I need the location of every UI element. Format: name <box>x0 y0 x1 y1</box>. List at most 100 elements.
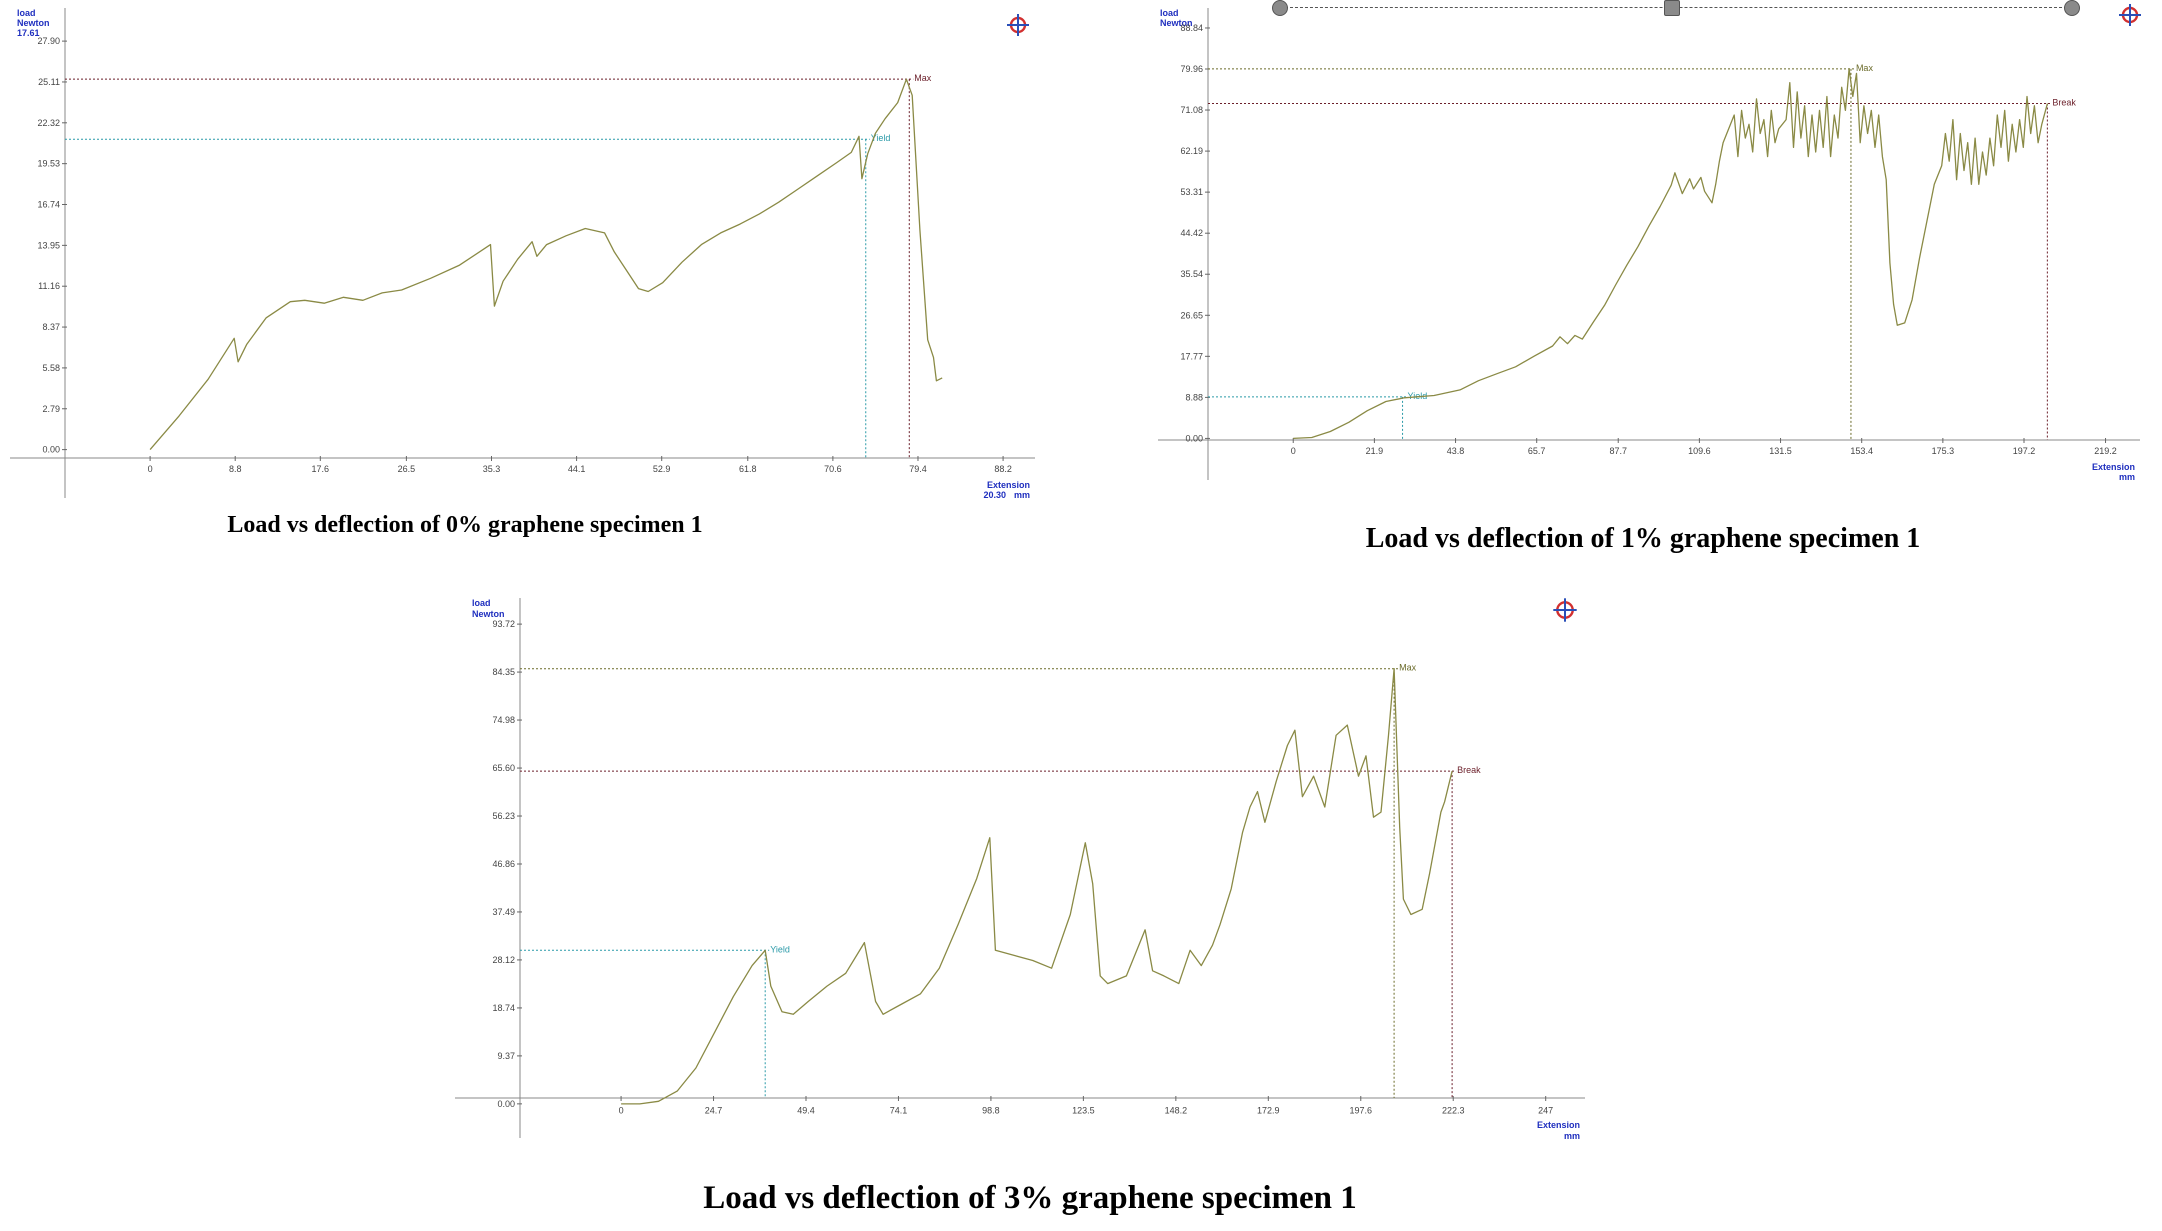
y-tick-label: 9.37 <box>497 1051 515 1061</box>
x-tick-label: 197.2 <box>2013 446 2036 456</box>
target-crosshair-icon <box>1553 598 1577 622</box>
chart-0-title: Load vs deflection of 0% graphene specim… <box>227 512 703 538</box>
x-tick-label: 49.4 <box>797 1105 815 1115</box>
y-tick-label: 19.53 <box>37 159 60 169</box>
y-tick-label: 2.79 <box>42 404 60 414</box>
y-tick-label: 65.60 <box>492 763 515 773</box>
chart-2-title: Load vs deflection of 3% graphene specim… <box>703 1180 1357 1216</box>
x-tick-label: 26.5 <box>398 464 416 474</box>
x-axis-label-part: Extension <box>2092 462 2135 472</box>
chart-1-plot: load Newton 0.00 8.88 17.77 26.65 35.54 44.42 53… <box>1158 4 2141 482</box>
y-tick-label: 62.19 <box>1180 146 1203 156</box>
x-tick-label: 0 <box>619 1105 624 1115</box>
chart-1-title: Load vs deflection of 1% graphene specim… <box>1365 523 1921 554</box>
x-tick-label: 222.3 <box>1442 1105 1465 1115</box>
marker-label-yield: Yield <box>770 944 790 954</box>
y-tick-label: 88.84 <box>1180 23 1203 33</box>
range-slider-center-handle[interactable] <box>1664 0 1680 16</box>
y-tick-label: 56.23 <box>492 811 515 821</box>
x-axis-label-part: Extension <box>987 480 1030 490</box>
x-tick-label: 74.1 <box>890 1105 908 1115</box>
y-tick-label: 44.42 <box>1180 228 1203 238</box>
x-tick-label: 172.9 <box>1257 1105 1280 1115</box>
y-tick-label: 0.00 <box>42 445 60 455</box>
range-slider-left-handle[interactable] <box>1272 0 1288 16</box>
y-tick-label: 25.11 <box>38 77 60 87</box>
x-tick-label: 17.6 <box>312 464 330 474</box>
y-axis-label: load Newton <box>1160 8 1193 28</box>
y-tick-label: 53.31 <box>1180 187 1203 197</box>
y-axis-label-part: load <box>1160 8 1179 18</box>
x-tick-label: 87.7 <box>1609 446 1627 456</box>
x-tick-label: 43.8 <box>1447 446 1465 456</box>
series-line <box>621 668 1453 1105</box>
y-tick-label: 8.37 <box>42 322 60 332</box>
x-tick-label: 109.6 <box>1688 446 1711 456</box>
chart-panel-0: load Newton 17.61 0.00 2.79 5.58 8.37 11.16 13.9… <box>0 0 1060 538</box>
x-axis-label-part: mm <box>1014 490 1030 500</box>
x-tick-label: 61.8 <box>739 464 757 474</box>
x-tick-label: 0 <box>1291 446 1296 456</box>
range-slider-right-handle[interactable] <box>2064 0 2080 16</box>
y-axis-label: load Newton <box>472 598 505 619</box>
y-tick-label: 26.65 <box>1180 310 1203 320</box>
x-tick-label: 148.2 <box>1165 1105 1188 1115</box>
x-tick-label: 24.7 <box>705 1105 723 1115</box>
y-tick-label: 37.49 <box>492 907 515 917</box>
y-tick-label: 27.90 <box>37 36 60 46</box>
y-tick-label: 35.54 <box>1180 269 1203 279</box>
y-axis-label-part: Newton <box>472 609 505 619</box>
y-tick-label: 74.98 <box>492 715 515 725</box>
x-tick-label: 70.6 <box>824 464 842 474</box>
x-axis-readout: 20.30 <box>983 490 1006 500</box>
y-tick-label: 17.77 <box>1180 351 1203 361</box>
y-axis-label-part: Newton <box>17 18 50 28</box>
y-tick-label: 18.74 <box>492 1003 515 1013</box>
x-axis-label-part: Extension <box>1537 1120 1580 1130</box>
x-tick-label: 123.5 <box>1072 1105 1095 1115</box>
marker-label-yield: Yield <box>1408 391 1428 401</box>
marker-label-break: Break <box>2052 97 2076 107</box>
chart-2-plot: load Newton 0.00 9.37 18.74 28.12 37.49 46.86 56… <box>455 598 1585 1141</box>
marker-label-max: Max <box>1399 663 1417 673</box>
series-line <box>149 78 943 451</box>
x-tick-label: 21.9 <box>1366 446 1384 456</box>
marker-label-break: Break <box>1457 765 1481 775</box>
x-tick-label: 8.8 <box>229 464 242 474</box>
y-tick-label: 8.88 <box>1185 392 1203 402</box>
y-tick-label: 28.12 <box>492 955 515 965</box>
y-tick-label: 5.58 <box>42 363 60 373</box>
x-tick-label: 65.7 <box>1528 446 1546 456</box>
chart-panel-1: load Newton 0.00 8.88 17.77 26.65 35.54 44.42 53… <box>1150 0 2162 580</box>
y-tick-label: 22.32 <box>37 118 60 128</box>
x-tick-label: 247 <box>1538 1105 1553 1115</box>
y-tick-label: 11.16 <box>38 281 60 291</box>
x-tick-label: 153.4 <box>1850 446 1873 456</box>
y-tick-label: 93.72 <box>492 619 515 629</box>
x-tick-label: 175.3 <box>1932 446 1955 456</box>
x-tick-label: 98.8 <box>982 1105 1000 1115</box>
chart-panel-2: load Newton 0.00 9.37 18.74 28.12 37.49 46.86 56… <box>440 590 1620 1230</box>
y-axis-label-part: load <box>17 8 36 18</box>
y-axis-label-part: load <box>472 598 491 608</box>
x-axis-label-part: mm <box>1564 1131 1580 1141</box>
x-tick-label: 0 <box>148 464 153 474</box>
series-line <box>1293 68 2049 440</box>
y-tick-label: 71.08 <box>1180 105 1203 115</box>
y-tick-label: 0.00 <box>497 1099 515 1109</box>
target-crosshair-icon <box>1007 14 1029 36</box>
x-tick-label: 79.4 <box>909 464 927 474</box>
y-axis-label: load Newton <box>17 8 50 28</box>
x-tick-label: 52.9 <box>653 464 671 474</box>
y-tick-label: 13.95 <box>37 240 60 250</box>
target-crosshair-icon <box>2119 4 2141 26</box>
y-tick-label: 0.00 <box>1185 433 1203 443</box>
marker-label-max: Max <box>1856 63 1874 73</box>
x-tick-label: 219.2 <box>2094 446 2117 456</box>
marker-label-max: Max <box>914 73 932 83</box>
marker-label-yield: Yield <box>871 133 891 143</box>
x-tick-label: 35.3 <box>483 464 501 474</box>
y-axis-label-part: Newton <box>1160 18 1193 28</box>
x-tick-label: 88.2 <box>994 464 1012 474</box>
